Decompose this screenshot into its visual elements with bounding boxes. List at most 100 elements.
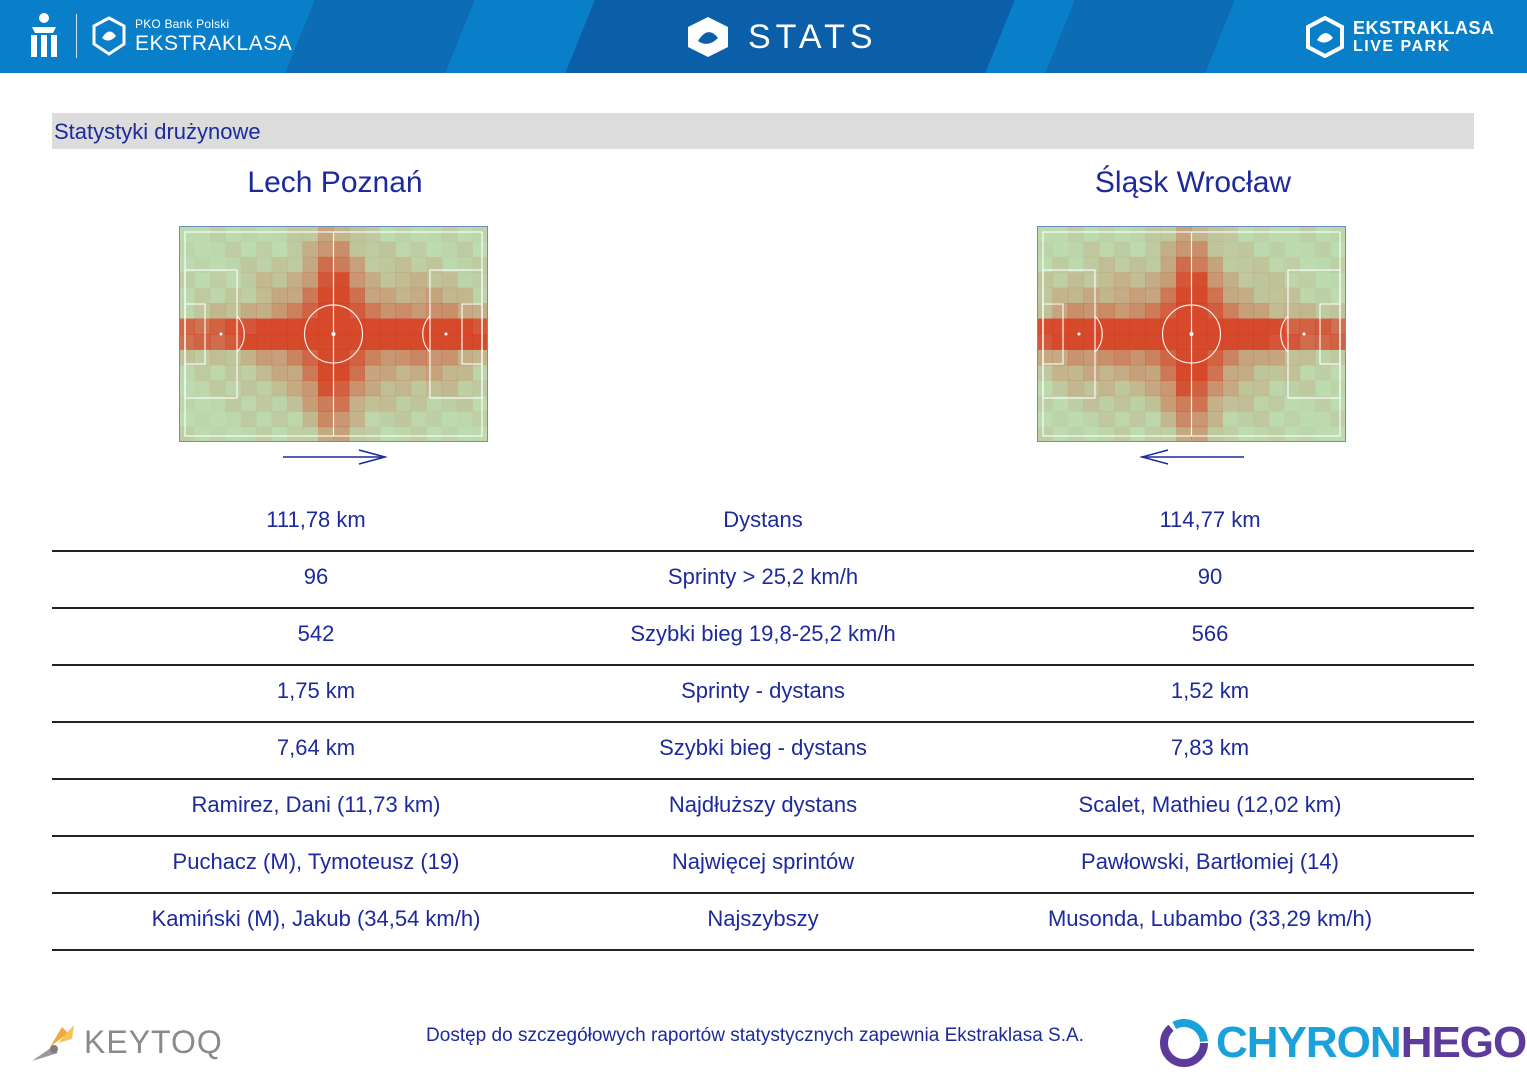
heatmap-cell bbox=[1114, 241, 1131, 258]
heatmap-cell bbox=[287, 318, 304, 335]
keytoq-branding: KEYTOQ bbox=[28, 1016, 223, 1068]
heatmap-cell bbox=[1160, 395, 1177, 412]
heatmap-cell bbox=[410, 287, 427, 304]
arrow-right-icon bbox=[283, 449, 388, 465]
heatmap-cell bbox=[395, 427, 411, 442]
heatmap-cell bbox=[225, 395, 242, 412]
stat-label: Szybki bieg - dystans bbox=[659, 735, 867, 760]
stats-branding: STATS bbox=[684, 12, 878, 62]
heatmap-cell bbox=[1237, 272, 1254, 289]
heatmap-cell bbox=[1067, 364, 1084, 381]
heatmap-cell bbox=[457, 287, 474, 304]
away-stat-value: Scalet, Mathieu (12,02 km) bbox=[1078, 792, 1342, 817]
heatmap-cell bbox=[395, 318, 412, 335]
heatmap-cell bbox=[1129, 287, 1146, 304]
heatmap-cell bbox=[1176, 411, 1192, 428]
hego-label: HEGO bbox=[1400, 1018, 1527, 1067]
home-stat-value: 7,64 km bbox=[276, 735, 356, 760]
heatmap-cell bbox=[1083, 241, 1100, 258]
heatmap-cell bbox=[1160, 287, 1177, 304]
home-stat-value: Puchacz (M), Tymoteusz (19) bbox=[172, 849, 460, 874]
heatmap-cell bbox=[1052, 427, 1068, 442]
heatmap-cell bbox=[364, 349, 381, 366]
heatmap-cell bbox=[1238, 427, 1254, 442]
heatmap-cell bbox=[348, 426, 365, 442]
heatmap-cell bbox=[348, 287, 365, 304]
heatmap-cell bbox=[1284, 411, 1301, 428]
heatmap-cell bbox=[1269, 257, 1285, 273]
heatmap-cell bbox=[1129, 226, 1146, 242]
heatmap-cell bbox=[1114, 380, 1131, 397]
heatmap-cell bbox=[225, 318, 242, 335]
heatmap-cell bbox=[1160, 272, 1177, 289]
pko-bank-label: PKO Bank Polski bbox=[135, 17, 230, 31]
heatmap-cell bbox=[1315, 241, 1332, 258]
heatmap-cell bbox=[364, 364, 381, 381]
heatmap-cell bbox=[1176, 395, 1192, 412]
heatmap-cell bbox=[318, 272, 334, 289]
heatmap-cell bbox=[194, 256, 211, 273]
heatmap-cell bbox=[364, 380, 381, 397]
heatmap-cell bbox=[1098, 334, 1115, 350]
heatmap-cell bbox=[1145, 364, 1162, 381]
heatmap-cell bbox=[1098, 272, 1115, 289]
heatmap-cell bbox=[1222, 318, 1239, 335]
heatmap-cell bbox=[1268, 380, 1285, 397]
heatmap-cell bbox=[1315, 226, 1331, 242]
heatmap-cell bbox=[426, 380, 443, 397]
heatmap-cell bbox=[1315, 380, 1331, 396]
stats-row: 7,64 km Szybki bieg - dystans 7,83 km bbox=[52, 723, 1474, 780]
heatmap-cell bbox=[1083, 303, 1100, 320]
heatmap-cell bbox=[1160, 364, 1177, 381]
heatmap-cell bbox=[1284, 241, 1300, 257]
heatmap-cell bbox=[364, 287, 381, 304]
heatmap-cell bbox=[1052, 334, 1069, 350]
pko-logo-icon bbox=[31, 13, 57, 57]
heatmap-cell bbox=[333, 395, 350, 412]
pitch-line bbox=[1280, 315, 1289, 353]
heatmap-cell bbox=[1206, 395, 1223, 412]
header-bar: PKO Bank Polski EKSTRAKLASA STATS EKSTRA… bbox=[0, 0, 1527, 73]
heatmap-cell bbox=[1206, 318, 1223, 335]
heatmap-cell bbox=[1145, 272, 1162, 289]
heatmap-cell bbox=[364, 272, 381, 289]
heatmap-cell bbox=[379, 334, 396, 350]
stat-label: Sprinty - dystans bbox=[681, 678, 845, 703]
heatmap-cell bbox=[225, 241, 242, 258]
heatmap-cell bbox=[194, 272, 210, 288]
home-team-name: Lech Poznań bbox=[247, 166, 423, 199]
heatmap-cell bbox=[1315, 364, 1332, 381]
heatmap-cell bbox=[333, 287, 350, 304]
heatmap-cell bbox=[1299, 334, 1316, 350]
heatmap-cell bbox=[1268, 241, 1285, 258]
away-stat-value: Musonda, Lubambo (33,29 km/h) bbox=[1047, 906, 1373, 931]
heatmap-cell bbox=[225, 256, 242, 273]
heatmap-cell bbox=[1330, 318, 1346, 335]
heatmap-cell bbox=[426, 272, 443, 289]
heatmap-cell bbox=[380, 226, 396, 242]
heatmap-cell bbox=[271, 364, 288, 381]
heatmap-cell bbox=[1315, 318, 1332, 335]
heatmap-cell bbox=[210, 288, 226, 304]
heatmap-cell bbox=[473, 241, 488, 257]
heatmap-cell bbox=[410, 349, 427, 366]
heatmap-cell bbox=[1315, 411, 1331, 427]
heatmap-cell bbox=[1206, 411, 1223, 428]
heatmap-cell bbox=[209, 349, 226, 366]
centre-spot bbox=[1189, 332, 1194, 336]
stat-label: Najszybszy bbox=[707, 906, 819, 931]
stat-label: Dystans bbox=[723, 507, 803, 532]
heatmap-cell bbox=[1191, 364, 1208, 381]
heatmap-cell bbox=[1299, 303, 1316, 320]
heatmap-cell bbox=[333, 364, 350, 381]
heatmap-cell bbox=[256, 349, 273, 366]
heatmap-cell bbox=[1176, 256, 1192, 273]
heatmap-cell bbox=[1237, 411, 1254, 428]
heatmap-cell bbox=[364, 411, 380, 427]
heatmap-cell bbox=[287, 334, 304, 350]
heatmap-cell bbox=[1129, 395, 1146, 412]
heatmap-cell bbox=[1300, 411, 1316, 427]
heatmap-cell bbox=[1222, 334, 1239, 350]
heatmap-cell bbox=[302, 287, 319, 304]
heatmap-cell bbox=[1037, 364, 1053, 381]
